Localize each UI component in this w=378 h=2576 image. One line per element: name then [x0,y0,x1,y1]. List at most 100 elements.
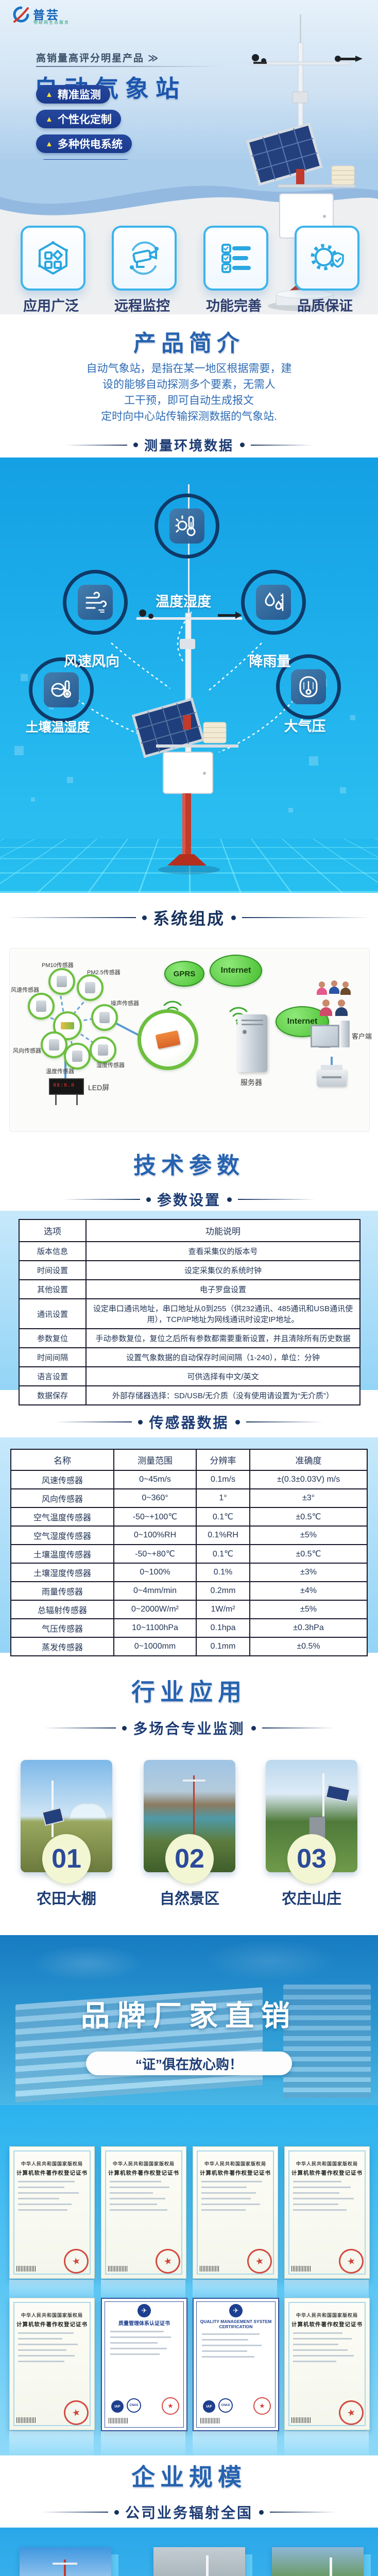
soil-thermometer-icon [51,680,71,698]
cert-reflection [9,2431,94,2460]
divider-dot [259,2510,264,2515]
divider-line [44,1727,116,1728]
divider-dot [240,443,245,447]
label-temperature: 温度传感器 [46,1069,74,1075]
cell: ±5% [249,1600,368,1619]
divider-dot [122,1725,127,1731]
cell: 土壤温度传感器 [10,1544,114,1564]
industry-subtitle-row: 多场合专业监测 [0,1718,378,1738]
kicker-divider [36,66,232,67]
cert-reflection [101,2431,185,2460]
node-dtu [138,1009,198,1070]
barcode [16,2417,36,2423]
cell: 设定串口通讯地址，串口地址从0到255（供232通讯、485通讯和USB通讯使用… [85,1298,360,1329]
iaf-badge: IAF [111,2400,124,2413]
node-wind-direction-sensor [41,1031,67,1058]
node-wind-speed-sensor [28,993,55,1020]
cell: 风速传感器 [10,1470,114,1489]
cert-title: 计算机软件著作权登记证书 [16,2321,88,2328]
cell: ±5% [249,1526,368,1545]
table-row: 语言设置 可供选择有中文/英文 [19,1366,360,1386]
sensor-col-accuracy: 准确度 [249,1449,368,1471]
cert-issuer: 中华人民共和国国家版权局 [112,2161,175,2166]
divider-line [246,1421,323,1422]
cell: ±3° [249,1488,368,1508]
node-datalogger [53,1011,82,1040]
metric-soil [29,657,94,722]
table-row: 时间设置 设定采集仪的系统时钟 [19,1260,360,1280]
barcode [291,2266,311,2272]
checklist-icon [221,244,251,273]
cell: 1° [196,1488,250,1508]
node-temperature-sensor [64,1043,91,1070]
gear-shield-icon [311,244,344,270]
table-row: 空气温度传感器 -50~+100℃ 0.1℃ ±0.5℃ [10,1507,368,1527]
brand-banner: 品牌厂家直销 “证”俱在放心购！ [0,1935,378,2105]
certificate-software-copyright: 中华人民共和国国家版权局 计算机软件著作权登记证书 ★ [101,2146,186,2279]
feature-label-1: 应用广泛 [23,298,79,314]
cell: 0.1hpa [196,1618,250,1638]
gprs-node: GPRS [164,961,204,987]
project-photo-yunnan [272,2547,364,2576]
divider-dot [231,915,236,920]
certificate-software-copyright: 中华人民共和国国家版权局 计算机软件著作权登记证书 ★ [9,2298,95,2430]
scale-subtitle: 公司业务辐射全国 [125,2505,253,2521]
param-heading: 参数设置 [0,1189,378,1210]
cell: 0.2mm [196,1581,250,1601]
case-number-text: 01 [51,1844,81,1874]
feature-card-apps [21,226,85,291]
metric-label-soil: 土壤温湿度 [25,720,90,735]
intro-title: 产品简介 [133,331,245,356]
table-row: 蒸发传感器 0~1000mm 0.1mm ±0.5% [10,1637,368,1656]
cell: ±(0.3±0.03V) m/s [249,1470,368,1489]
certificate-software-copyright: 中华人民共和国国家版权局 计算机软件著作权登记证书 ★ [9,2146,95,2279]
cert-issuer: 中华人民共和国国家版权局 [296,2313,358,2318]
sensor-heading-label: 传感器数据 [149,1415,229,1431]
divider-dot [133,443,138,447]
cctv-camera-icon [130,241,159,275]
cell: 土壤湿度传感器 [10,1563,114,1582]
cell: 电子罗盘设置 [85,1279,360,1299]
divider-line [41,2512,108,2513]
certificates-section: 中华人民共和国国家版权局 计算机软件著作权登记证书 ★ 中华人民共和国国家版权局… [0,2105,378,2460]
env-data-label: 测量环境数据 [144,438,234,453]
feature-label-3: 功能完善 [206,298,262,314]
cell: 0~45m/s [113,1470,197,1489]
scale-subtitle-row: 公司业务辐射全国 [0,2502,378,2522]
cell: 0.1m/s [196,1470,250,1489]
cell: 雨量传感器 [10,1581,114,1601]
param-settings-table: 选项 功能说明 版本信息 查看采集仪的版本号 时间设置 设定采集仪的系统时钟 其他设置… [19,1219,360,1405]
table-row: 版本信息 查看采集仪的版本号 [19,1241,360,1261]
barcode [16,2266,36,2272]
label-pm10: PM10传感器 [42,962,74,969]
divider-line [270,2512,337,2513]
node-humidity-sensor [90,1037,116,1063]
label-wind-speed: 风速传感器 [11,987,39,993]
weather-station-photo [246,14,363,311]
barcode [200,2418,220,2424]
cert-title: 质量管理体系认证证书 [118,2321,170,2327]
cell: 0.1℃ [196,1507,250,1527]
barcode [108,2266,128,2272]
cell: 0~1000mm [113,1637,197,1656]
node-pm10-sensor [48,968,75,995]
triangle-bullet-icon: ▲ [45,114,53,124]
printer-icon [317,1065,347,1087]
divider-dot [235,1419,240,1425]
cert-title: 计算机软件著作权登记证书 [16,2170,88,2176]
table-row: 总辐射传感器 0~2000W/m² 1W/m² ±5% [10,1600,368,1619]
param-col-desc: 功能说明 [85,1219,360,1242]
cell: 0~100% [113,1563,197,1582]
cell: 蒸发传感器 [10,1637,114,1656]
raindrops-icon [265,592,284,611]
cell: 其他设置 [19,1279,87,1299]
apps-hexagon-icon [38,241,68,275]
red-seal-icon: ★ [162,2397,179,2415]
wind-icon [85,591,107,613]
certificate-software-copyright: 中华人民共和国国家版权局 计算机软件著作权登记证书 ★ [284,2146,370,2279]
industry-subtitle: 多场合专业监测 [133,1721,245,1737]
brand-banner-pill: “证”俱在放心购！ [86,2052,292,2075]
cert-title: 计算机软件著作权登记证书 [108,2170,179,2176]
hero-badge-2: ▲ 个性化定制 [36,110,121,128]
projects-section: 内蒙古项目 黑龙江项目 云南项目 重庆项目 湖北项目 河南项目 [0,2528,378,2576]
